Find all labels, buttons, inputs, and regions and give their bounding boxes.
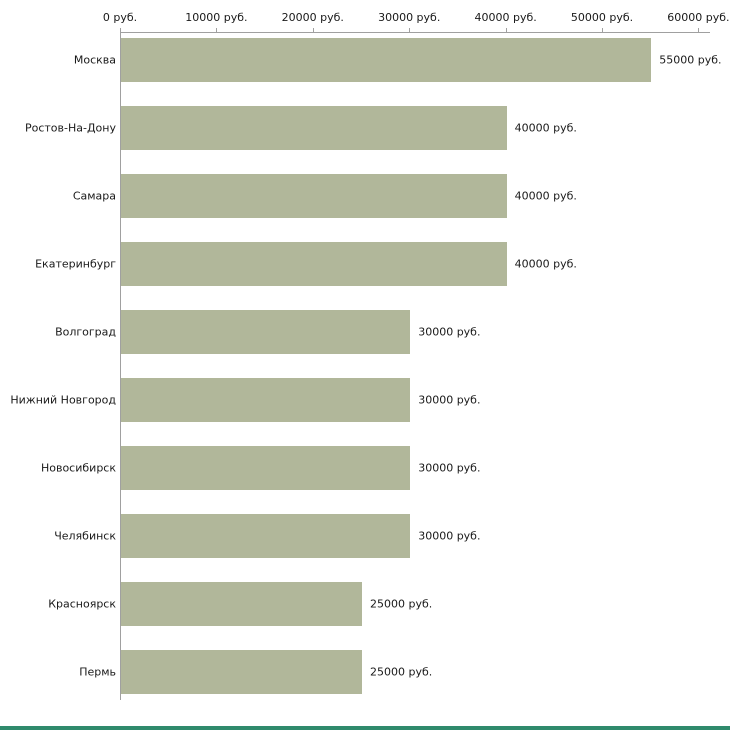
value-label: 25000 руб.: [370, 665, 433, 679]
value-label: 30000 руб.: [418, 529, 481, 543]
x-tick-label: 30000 руб.: [378, 11, 441, 24]
x-tick-mark: [602, 28, 604, 32]
x-tick-label: 60000 руб.: [667, 11, 730, 24]
value-label: 55000 руб.: [659, 53, 722, 67]
bar: [121, 310, 411, 354]
x-tick-label: 40000 руб.: [474, 11, 537, 24]
category-label: Волгоград: [55, 325, 116, 339]
x-tick-mark: [120, 28, 121, 32]
x-tick-mark: [312, 28, 314, 32]
value-label: 30000 руб.: [418, 325, 481, 339]
category-label: Челябинск: [54, 529, 116, 543]
category-label: Новосибирск: [40, 461, 116, 475]
value-label: 30000 руб.: [418, 461, 481, 475]
x-tick-mark: [216, 28, 218, 32]
value-label: 25000 руб.: [370, 597, 433, 611]
x-tick-label: 20000 руб.: [281, 11, 344, 24]
bar: [121, 174, 507, 218]
value-label: 40000 руб.: [514, 121, 577, 135]
y-axis-line: [120, 32, 121, 700]
x-tick-label: 0 руб.: [102, 11, 138, 24]
category-label: Нижний Новгород: [10, 393, 116, 407]
category-label: Екатеринбург: [35, 257, 116, 271]
bar: [121, 650, 362, 694]
x-tick-mark: [698, 28, 700, 32]
category-label: Москва: [73, 53, 116, 67]
category-label: Ростов-На-Дону: [24, 121, 116, 135]
category-label: Пермь: [79, 665, 116, 679]
bar: [121, 582, 362, 626]
x-tick-mark: [505, 28, 507, 32]
x-tick-mark: [409, 28, 411, 32]
x-tick-label: 10000 руб.: [185, 11, 248, 24]
footer-strip: [0, 726, 730, 730]
category-label: Самара: [72, 189, 116, 203]
value-label: 30000 руб.: [418, 393, 481, 407]
bar: [121, 514, 411, 558]
bar: [121, 242, 507, 286]
bar: [121, 378, 411, 422]
x-tick-label: 50000 руб.: [570, 11, 634, 24]
x-axis-line: [120, 32, 710, 33]
bar: [121, 106, 507, 150]
bar: [121, 38, 652, 82]
category-label: Красноярск: [48, 597, 116, 611]
value-label: 40000 руб.: [514, 257, 577, 271]
bar: [121, 446, 411, 490]
value-label: 40000 руб.: [514, 189, 577, 203]
